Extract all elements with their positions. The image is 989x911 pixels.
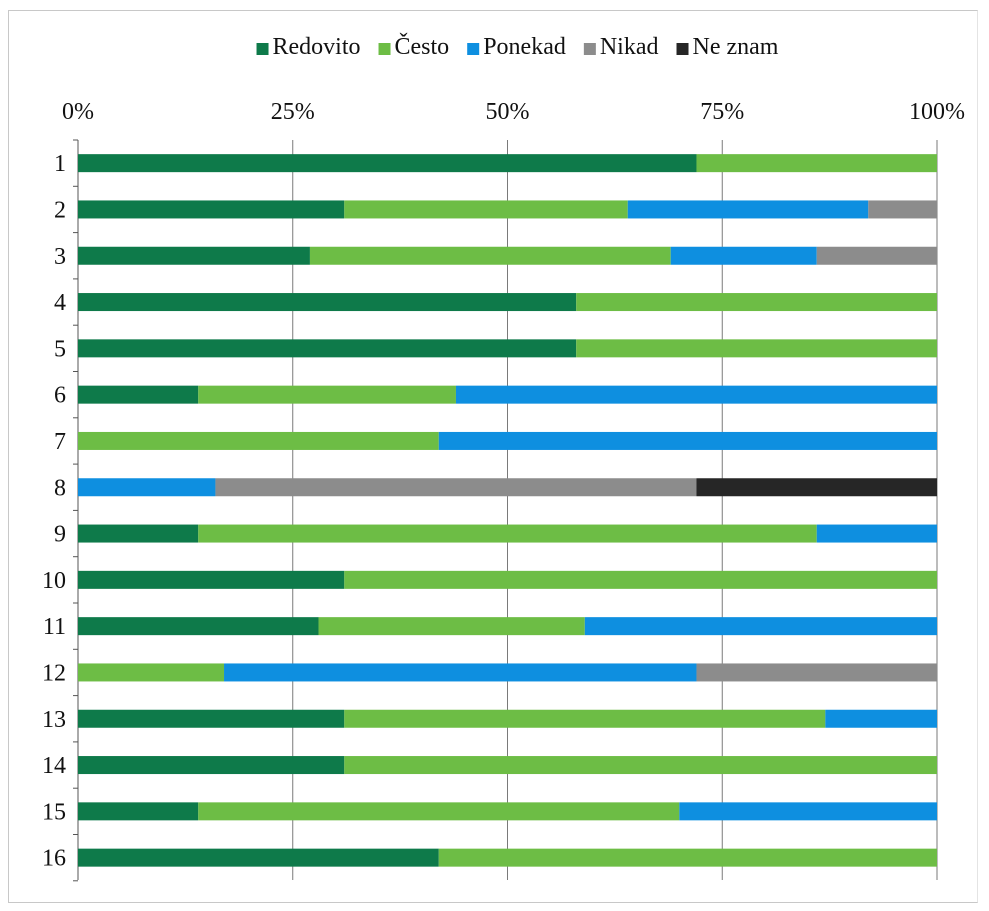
bar-segment <box>696 154 937 173</box>
legend-label: Nikad <box>600 34 659 60</box>
bar-segment <box>78 385 199 404</box>
legend-label: Ponekad <box>483 34 566 60</box>
legend: Redovito Često Ponekad Nikad Ne znam <box>256 33 779 60</box>
bar-segment <box>198 802 680 821</box>
bar-segment <box>344 200 628 219</box>
category-label: 2 <box>54 197 66 223</box>
bar-segment <box>344 756 937 775</box>
bar-segment <box>825 709 937 728</box>
bar-segment <box>78 617 319 636</box>
legend-swatch <box>256 43 269 55</box>
x-tick-label: 100% <box>909 99 965 125</box>
x-tick-label: 50% <box>486 99 530 125</box>
bar-segment <box>584 617 937 636</box>
legend-swatch <box>378 43 391 55</box>
bar-segment <box>78 756 345 775</box>
bar-segment <box>78 570 345 589</box>
category-label: 14 <box>42 753 66 779</box>
bar-segment <box>576 293 937 312</box>
x-axis: 0% 25% 50% 75% 100% <box>62 99 965 125</box>
bar-segment <box>868 200 937 219</box>
x-tick-label: 25% <box>271 99 315 125</box>
legend-label: Često <box>395 33 450 60</box>
bar-segment <box>627 200 869 219</box>
legend-swatch <box>676 43 689 55</box>
bar-segment <box>670 246 817 265</box>
category-label: 4 <box>54 290 66 316</box>
bar-segment <box>696 478 937 497</box>
bar-segment <box>344 709 826 728</box>
category-label: 16 <box>42 846 66 872</box>
bar-segment <box>78 802 199 821</box>
bar-segment <box>438 848 937 867</box>
bar-segment <box>78 293 577 312</box>
bar-segment <box>696 663 937 682</box>
category-label: 15 <box>42 799 66 825</box>
bar-segment <box>576 339 937 358</box>
x-tick-label: 75% <box>700 99 744 125</box>
category-label: 12 <box>42 660 66 686</box>
bar-segment <box>78 478 216 497</box>
category-label: 7 <box>54 429 66 455</box>
bar-segment <box>78 246 310 265</box>
category-label: 5 <box>54 336 66 362</box>
bars <box>78 154 937 867</box>
bar-segment <box>78 339 577 358</box>
bar-segment <box>78 663 225 682</box>
bar-segment <box>78 848 439 867</box>
category-label: 10 <box>42 568 66 594</box>
bar-segment <box>215 478 697 497</box>
bar-segment <box>78 709 345 728</box>
bar-segment <box>344 570 937 589</box>
category-label: 3 <box>54 244 66 270</box>
legend-swatch <box>583 43 596 55</box>
bar-segment <box>198 385 456 404</box>
x-tick-label: 0% <box>62 99 94 125</box>
bar-segment <box>78 200 345 219</box>
bar-segment <box>318 617 585 636</box>
category-label: 13 <box>42 707 66 733</box>
legend-swatch <box>467 43 480 55</box>
category-label: 6 <box>54 383 66 409</box>
bar-segment <box>455 385 937 404</box>
bar-segment <box>78 524 199 543</box>
legend-label: Ne znam <box>693 34 779 60</box>
category-label: 1 <box>54 151 66 177</box>
bar-segment <box>198 524 817 543</box>
bar-segment <box>816 524 937 543</box>
category-label: 8 <box>54 475 66 501</box>
bar-segment <box>679 802 937 821</box>
bar-segment <box>816 246 937 265</box>
bar-segment <box>224 663 697 682</box>
bar-segment <box>438 431 937 450</box>
category-label: 9 <box>54 522 66 548</box>
bar-segment <box>78 154 697 173</box>
category-label: 11 <box>43 614 66 640</box>
legend-label: Redovito <box>273 34 361 60</box>
bar-segment <box>309 246 671 265</box>
bar-segment <box>78 431 439 450</box>
